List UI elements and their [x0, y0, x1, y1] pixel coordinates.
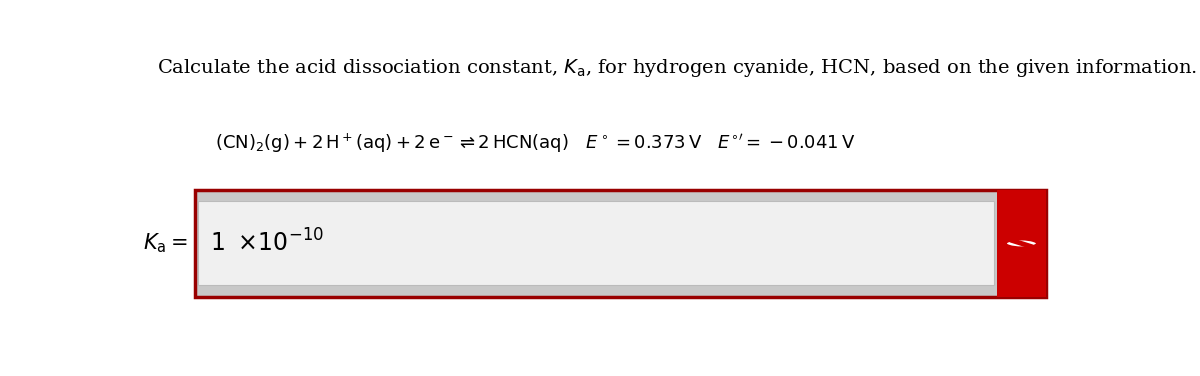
Text: Calculate the acid dissociation constant, $K_{\mathrm{a}}$, for hydrogen cyanide: Calculate the acid dissociation constant…	[157, 57, 1198, 79]
FancyBboxPatch shape	[198, 202, 994, 285]
FancyBboxPatch shape	[997, 190, 1045, 297]
Text: $1\ \times\!10^{-10}$: $1\ \times\!10^{-10}$	[210, 230, 324, 257]
FancyBboxPatch shape	[194, 190, 1045, 297]
Circle shape	[1004, 238, 1039, 249]
Text: $K_{\mathrm{a}} =$: $K_{\mathrm{a}} =$	[143, 232, 187, 255]
Text: $(\mathrm{CN})_2(\mathrm{g}) + 2\,\mathrm{H}^+(\mathrm{aq}) + 2\,\mathrm{e}^- \r: $(\mathrm{CN})_2(\mathrm{g}) + 2\,\mathr…	[215, 132, 856, 155]
